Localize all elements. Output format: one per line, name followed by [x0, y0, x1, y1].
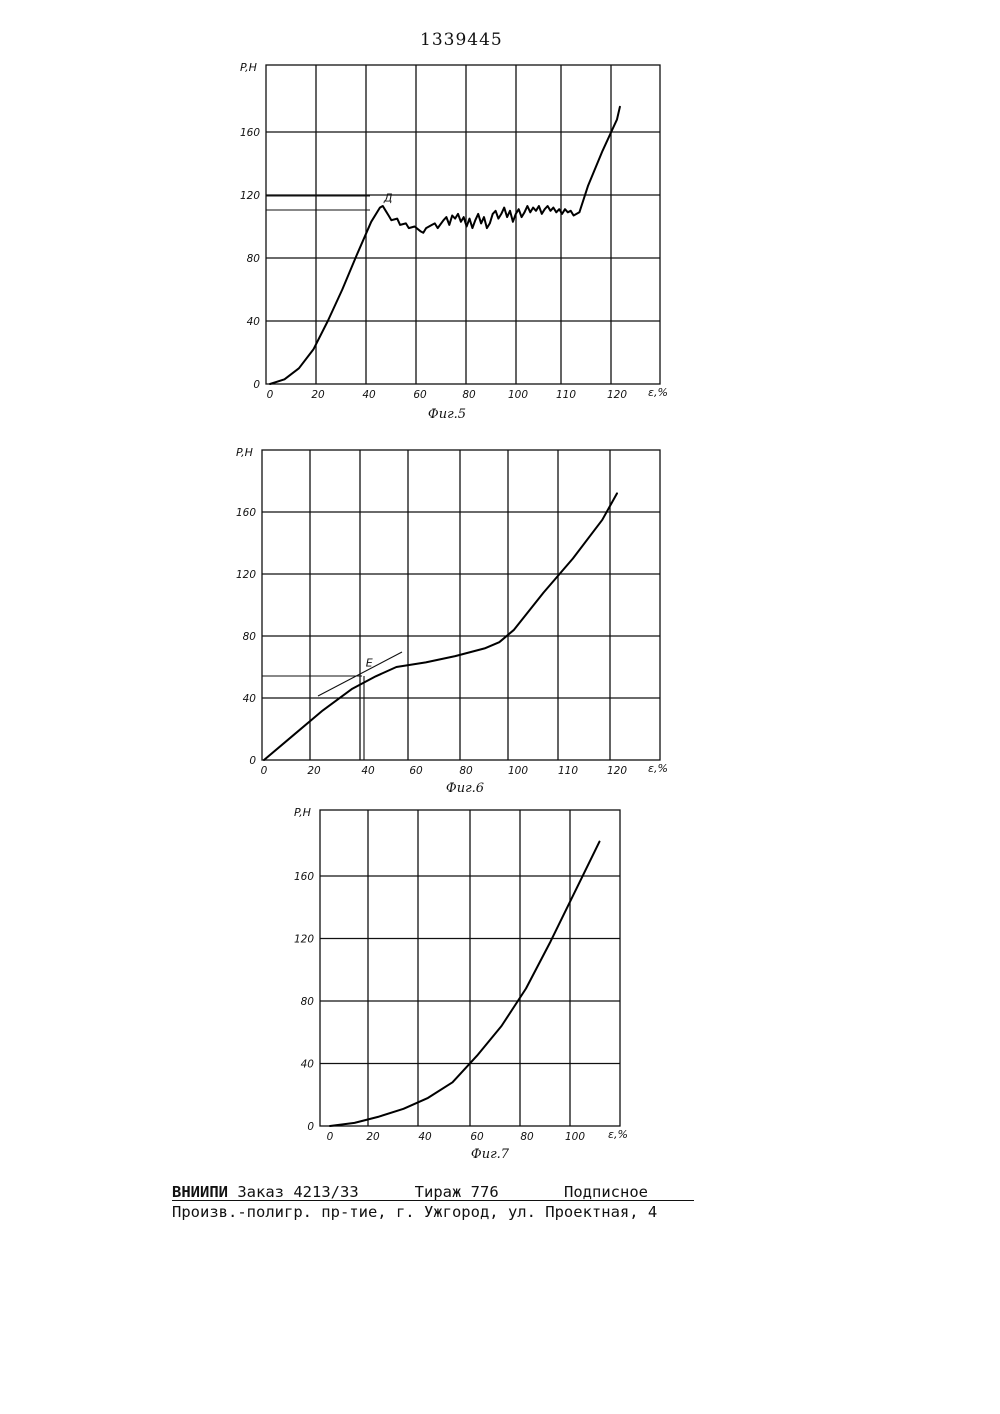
x-tick-label: 110	[558, 765, 578, 777]
figure-caption: Фиг.6	[446, 781, 484, 796]
x-tick-label: 0	[327, 1131, 334, 1143]
x-tick-label: 120	[607, 389, 627, 401]
figure-caption: Фиг.7	[471, 1147, 510, 1162]
y-tick-label: 160	[240, 127, 260, 139]
footer-run: Тираж 776	[415, 1182, 499, 1202]
plot-frame	[262, 450, 660, 760]
y-axis-label: P,H	[236, 446, 253, 459]
x-tick-label: 110	[556, 389, 576, 401]
x-tick-label: 40	[361, 765, 375, 777]
y-axis-label: P,H	[240, 61, 257, 74]
data-series-line	[270, 107, 620, 384]
figure-caption: Фиг.5	[428, 407, 466, 422]
y-tick-label: 160	[294, 871, 314, 883]
x-tick-label: 60	[413, 389, 427, 401]
figure-5-chart: 0 40 80 120 160 0 20 40 60 80 100 110 120 P,H ε,% Фиг.5…	[240, 61, 668, 422]
y-tick-label: 40	[247, 316, 261, 328]
figures-canvas: 0 40 80 120 160 0 20 40 60 80 100 110 120 P,H ε,% Фиг.5…	[0, 0, 1000, 1170]
point-marker-label: Д	[383, 192, 393, 205]
x-tick-label: 0	[267, 389, 274, 401]
x-tick-label: 20	[366, 1131, 380, 1143]
y-tick-label: 40	[301, 1059, 315, 1071]
y-tick-label: 0	[253, 379, 260, 391]
data-series-line	[264, 493, 617, 760]
y-tick-label: 40	[243, 693, 257, 705]
x-tick-label: 120	[607, 765, 627, 777]
x-tick-label: 20	[307, 765, 321, 777]
x-tick-label: 100	[508, 389, 528, 401]
y-tick-label: 160	[236, 507, 256, 519]
x-tick-label: 60	[409, 765, 423, 777]
y-tick-label: 0	[307, 1121, 314, 1133]
y-tick-label: 80	[301, 996, 315, 1008]
footer-address: Произв.-полигр. пр-тие, г. Ужгород, ул. …	[172, 1202, 657, 1222]
x-tick-label: 80	[459, 765, 473, 777]
plot-frame	[266, 65, 660, 384]
y-axis-label: P,H	[294, 806, 311, 819]
y-tick-label: 0	[249, 755, 256, 767]
x-axis-label: ε,%	[648, 386, 668, 399]
y-tick-label: 120	[294, 934, 314, 946]
x-tick-label: 100	[565, 1131, 585, 1143]
x-tick-label: 20	[311, 389, 325, 401]
x-tick-label: 40	[362, 389, 376, 401]
figure-6-chart: 0 40 80 120 160 0 20 40 60 80 100 110 120 P,H ε,% Фиг.6…	[236, 446, 668, 796]
y-tick-label: 80	[243, 631, 257, 643]
y-tick-label: 120	[240, 190, 260, 202]
footer-org: ВНИИПИ	[172, 1182, 228, 1202]
x-axis-label: ε,%	[608, 1128, 628, 1141]
x-tick-label: 80	[520, 1131, 534, 1143]
x-tick-label: 100	[508, 765, 528, 777]
y-tick-label: 80	[247, 253, 261, 265]
footer-divider	[172, 1200, 694, 1201]
x-axis-label: ε,%	[648, 762, 668, 775]
x-tick-label: 60	[470, 1131, 484, 1143]
footer-status: Подписное	[564, 1182, 648, 1202]
data-series-line	[330, 842, 600, 1126]
x-tick-label: 0	[261, 765, 268, 777]
footer-order: Заказ 4213/33	[237, 1182, 358, 1202]
x-tick-label: 40	[418, 1131, 432, 1143]
x-tick-label: 80	[462, 389, 476, 401]
figure-7-chart: 0 40 80 120 160 0 20 40 60 80 100 P,H ε,% Фиг.7	[294, 806, 628, 1162]
imprint-footer: ВНИИПИ Заказ 4213/33 Тираж 776 Подписное…	[172, 1182, 657, 1222]
y-tick-label: 120	[236, 569, 256, 581]
